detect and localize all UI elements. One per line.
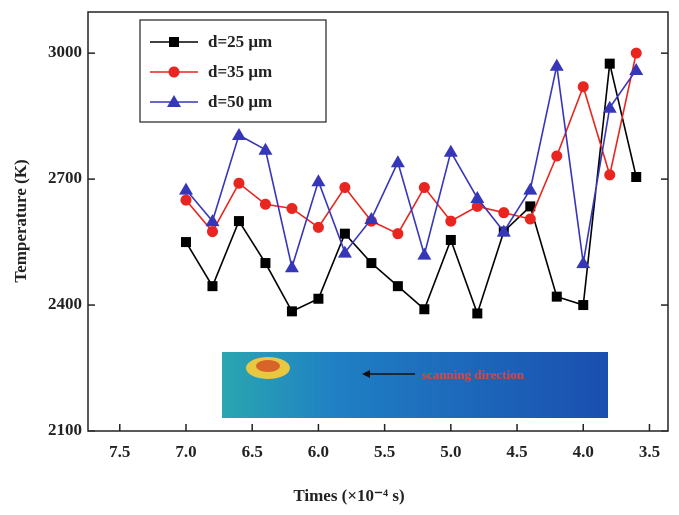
marker: [524, 213, 536, 225]
marker: [417, 247, 432, 260]
marker: [339, 181, 351, 193]
marker: [549, 58, 564, 71]
legend-label: d=35 μm: [208, 62, 272, 81]
y-axis-label: Temperature (K): [11, 159, 30, 282]
marker: [392, 228, 404, 240]
marker: [205, 214, 220, 227]
marker: [629, 62, 644, 75]
marker: [233, 216, 244, 227]
marker: [206, 226, 218, 238]
x-tick-label: 5.5: [374, 442, 395, 461]
marker: [339, 228, 350, 239]
marker: [284, 260, 299, 273]
legend-label: d=25 μm: [208, 32, 272, 51]
marker: [207, 281, 218, 292]
marker: [602, 100, 617, 113]
marker: [523, 182, 538, 195]
inset-image: scanning direction: [222, 352, 608, 418]
marker: [313, 293, 324, 304]
marker: [231, 128, 246, 141]
marker: [445, 215, 457, 227]
marker: [445, 234, 456, 245]
marker: [286, 306, 297, 317]
legend-marker: [169, 37, 179, 47]
marker: [233, 177, 245, 189]
y-tick-label: 3000: [48, 42, 82, 61]
marker: [258, 142, 273, 155]
marker: [470, 190, 485, 203]
x-tick-label: 7.0: [175, 442, 196, 461]
marker: [312, 221, 324, 233]
x-axis-label: Times (×10⁻⁴ s): [293, 486, 404, 505]
marker: [630, 47, 642, 59]
marker: [631, 171, 642, 182]
marker: [337, 245, 352, 258]
marker: [392, 281, 403, 292]
marker: [364, 211, 379, 224]
marker: [551, 291, 562, 302]
marker: [286, 202, 298, 214]
marker: [178, 182, 193, 195]
y-tick-label: 2100: [48, 420, 82, 439]
marker: [390, 155, 405, 168]
marker: [443, 144, 458, 157]
marker: [180, 194, 192, 206]
arrow-head: [362, 370, 370, 378]
melt-pool-core: [256, 360, 280, 372]
marker: [419, 304, 430, 315]
marker: [525, 201, 536, 212]
x-tick-label: 7.5: [109, 442, 130, 461]
marker: [418, 181, 430, 193]
x-tick-label: 4.0: [573, 442, 594, 461]
y-tick-label: 2400: [48, 294, 82, 313]
marker: [496, 224, 511, 237]
marker: [604, 58, 615, 69]
y-tick-label: 2700: [48, 168, 82, 187]
marker: [576, 256, 591, 269]
legend-marker: [168, 66, 180, 78]
plot-frame: [87, 11, 669, 432]
legend-label: d=50 μm: [208, 92, 272, 111]
marker: [604, 169, 616, 181]
marker: [498, 207, 510, 219]
marker: [260, 258, 271, 269]
legend-marker: [167, 95, 181, 107]
marker: [551, 150, 563, 162]
marker: [259, 198, 271, 210]
annotation: scanning direction: [422, 367, 525, 382]
x-tick-label: 6.0: [308, 442, 329, 461]
series-line: [185, 65, 637, 271]
marker: [311, 174, 326, 187]
marker: [577, 81, 589, 93]
marker: [472, 308, 483, 319]
x-tick-label: 6.5: [242, 442, 263, 461]
marker: [578, 300, 589, 311]
x-tick-label: 4.5: [506, 442, 527, 461]
marker: [366, 258, 377, 269]
x-tick-label: 5.0: [440, 442, 461, 461]
x-tick-label: 3.5: [639, 442, 660, 461]
marker: [180, 237, 191, 248]
marker: [471, 200, 483, 212]
